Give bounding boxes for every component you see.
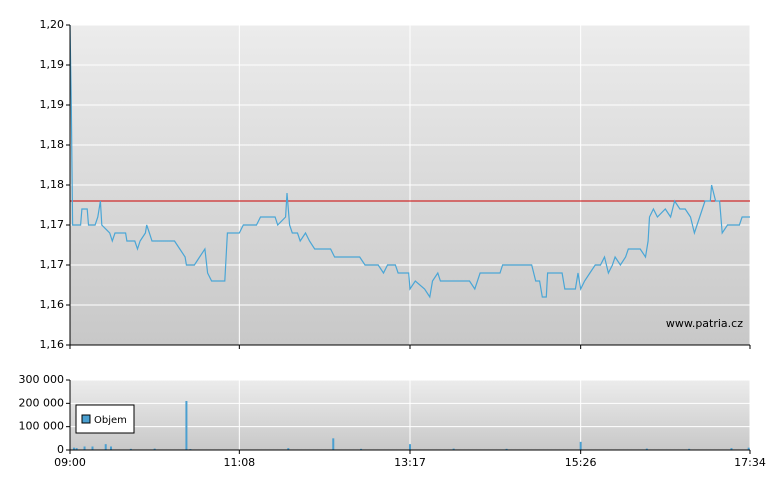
volume-bar <box>579 441 582 450</box>
volume-bar <box>104 444 107 450</box>
y-tick-label: 1,18 <box>40 178 65 191</box>
y-tick-label: 1,19 <box>40 98 65 111</box>
x-tick-label: 15:26 <box>565 456 597 469</box>
volume-bar <box>332 438 335 450</box>
x-tick-label: 17:34 <box>734 456 766 469</box>
y-tick-label: 300 000 <box>19 373 65 386</box>
y-tick-label: 1,19 <box>40 58 65 71</box>
y-tick-label: 1,16 <box>40 338 65 351</box>
x-tick-label: 13:17 <box>394 456 426 469</box>
volume-bar <box>452 448 455 450</box>
y-tick-label: 100 000 <box>19 420 65 433</box>
y-tick-label: 1,20 <box>40 18 65 31</box>
volume-bar <box>360 448 363 450</box>
volume-bar <box>688 448 691 450</box>
volume-bar <box>110 446 113 450</box>
volume-bar <box>505 448 508 450</box>
x-tick-label: 09:00 <box>54 456 86 469</box>
y-tick-label: 1,17 <box>40 218 65 231</box>
volume-bar <box>730 448 733 450</box>
volume-bar <box>645 448 648 450</box>
watermark: www.patria.cz <box>666 317 743 330</box>
volume-bar <box>129 448 132 450</box>
volume-bar <box>747 447 750 450</box>
volume-bar <box>153 448 156 450</box>
price-line <box>69 24 750 299</box>
volume-bar <box>409 444 411 450</box>
volume-bar <box>72 447 75 450</box>
volume-bar <box>287 448 290 450</box>
legend-swatch <box>81 414 91 424</box>
y-tick-label: 1,16 <box>40 298 65 311</box>
y-tick-label: 200 000 <box>19 396 65 409</box>
y-tick-label: 1,18 <box>40 138 65 151</box>
volume-bar <box>185 401 188 450</box>
legend-label: Objem <box>94 415 127 426</box>
legend: Objem <box>75 404 135 434</box>
y-tick-label: 0 <box>57 443 64 456</box>
volume-bar <box>91 446 94 450</box>
y-tick-label: 1,17 <box>40 258 65 271</box>
volume-bar <box>83 446 86 450</box>
volume-bar <box>75 448 78 450</box>
x-tick-label: 11:08 <box>223 456 255 469</box>
